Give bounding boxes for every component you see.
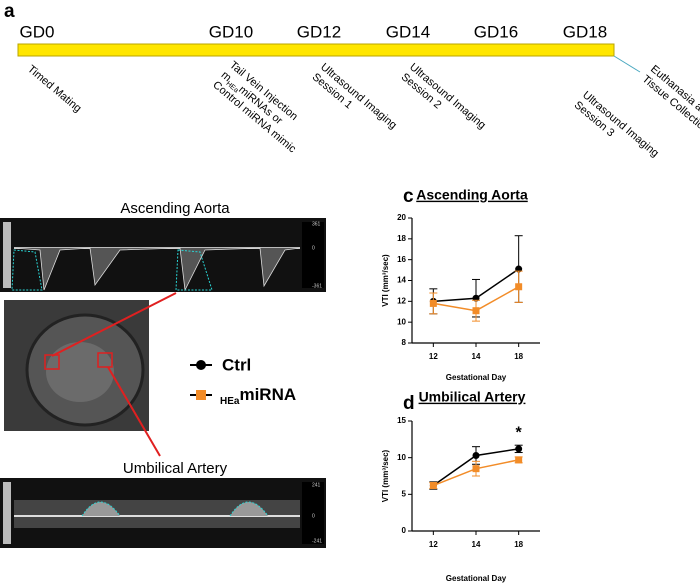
panel-label: a <box>4 1 15 22</box>
image-title: Ascending Aorta <box>120 200 230 217</box>
panel-label: d <box>403 393 415 414</box>
data-point <box>429 482 437 490</box>
x-tick-label: 18 <box>514 352 523 361</box>
scale-label: 241 <box>312 482 321 488</box>
scale-label: -361 <box>312 283 322 289</box>
chart-title: Ascending Aorta <box>416 187 528 203</box>
x-tick-label: 12 <box>429 352 438 361</box>
panel-label: c <box>403 186 414 207</box>
x-tick-label: 18 <box>514 540 523 549</box>
pointer-line <box>107 366 161 457</box>
day-label: GD14 <box>386 22 430 41</box>
text-part: miRNA <box>239 385 296 404</box>
x-tick-label: 14 <box>472 540 481 549</box>
data-point <box>515 283 523 291</box>
data-point <box>472 307 480 315</box>
y-tick-label: 18 <box>397 234 406 243</box>
x-axis-label: Gestational Day <box>446 574 507 583</box>
subscript: HEa <box>220 396 240 407</box>
event: Ultrasound Imaging Session 2 <box>399 61 488 132</box>
event-text: Timed Mating <box>25 63 83 115</box>
x-tick-label: 12 <box>429 540 438 549</box>
y-tick-label: 8 <box>402 338 407 347</box>
event: Ultrasound Imaging Session 3 <box>572 89 661 160</box>
day-label: GD16 <box>474 22 518 41</box>
y-tick-label: 5 <box>402 489 407 498</box>
ultrasound-image: 241 0 -241 <box>0 478 326 548</box>
scale-label: 361 <box>312 221 321 227</box>
y-tick-label: 15 <box>397 416 406 425</box>
y-tick-label: 10 <box>397 317 406 326</box>
data-point <box>472 465 480 473</box>
timeline-bar <box>17 43 615 57</box>
ultrasound-image: 361 0 -361 <box>0 218 326 292</box>
event: Euthanasia and Tissue Collection <box>640 63 700 136</box>
pointer-line <box>51 292 177 357</box>
y-tick-label: 12 <box>397 296 406 305</box>
data-point <box>515 445 523 453</box>
connector <box>613 55 641 73</box>
annotation: * <box>516 424 523 441</box>
day-label: GD12 <box>297 22 341 41</box>
data-point <box>472 451 480 459</box>
event: Ultrasound Imaging Session 1 <box>310 61 399 132</box>
scale-label: 0 <box>312 513 315 519</box>
data-point <box>429 299 437 307</box>
legend: Ctrl HEamiRNA <box>190 355 296 407</box>
event: Tail Vein Injection mHEamiRNAs or Contro… <box>210 59 300 156</box>
day-label: GD10 <box>209 22 253 41</box>
legend-marker <box>196 390 206 400</box>
y-tick-label: 10 <box>397 453 406 462</box>
x-axis-label: Gestational Day <box>446 373 507 382</box>
event: Timed Mating <box>25 63 83 115</box>
scale-label: -241 <box>312 538 322 544</box>
day-label: GD0 <box>20 22 55 41</box>
x-tick-label: 14 <box>472 352 481 361</box>
legend-marker <box>196 360 206 370</box>
y-axis-label: VTI (mm³/sec) <box>381 254 390 307</box>
ultrasound-image <box>4 300 149 431</box>
y-tick-label: 20 <box>397 213 406 222</box>
legend-label: HEamiRNA <box>220 385 296 406</box>
y-axis-label: VTI (mm³/sec) <box>381 449 390 502</box>
legend-label: Ctrl <box>222 355 251 374</box>
data-point <box>515 456 523 464</box>
chart-title: Umbilical Artery <box>419 389 526 405</box>
y-tick-label: 0 <box>402 526 407 535</box>
day-label: GD18 <box>563 22 607 41</box>
image-title: Umbilical Artery <box>123 460 228 477</box>
y-tick-label: 16 <box>397 255 406 264</box>
y-tick-label: 14 <box>397 276 406 285</box>
scale-label: 0 <box>312 245 315 251</box>
